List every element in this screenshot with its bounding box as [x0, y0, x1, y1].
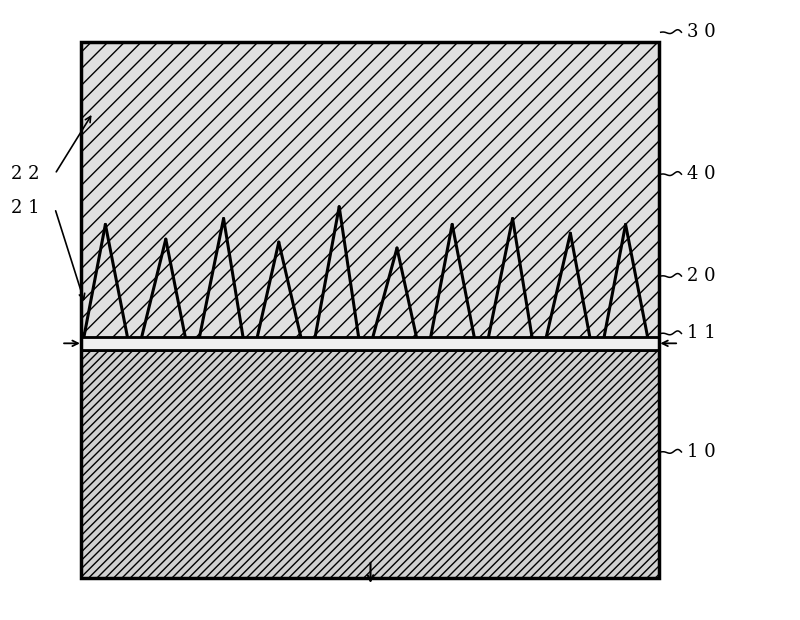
Text: 2 2: 2 2 [11, 165, 39, 184]
Bar [81, 42, 659, 337]
Bar [81, 350, 659, 578]
Text: 3 0: 3 0 [687, 23, 716, 42]
Text: 4 0: 4 0 [687, 165, 716, 184]
Text: 2 0: 2 0 [687, 267, 716, 285]
Bar [81, 337, 659, 350]
Bar [81, 42, 659, 578]
Text: 2 1: 2 1 [11, 199, 39, 217]
Text: 1 0: 1 0 [687, 443, 716, 461]
Text: 1 1: 1 1 [687, 324, 716, 342]
